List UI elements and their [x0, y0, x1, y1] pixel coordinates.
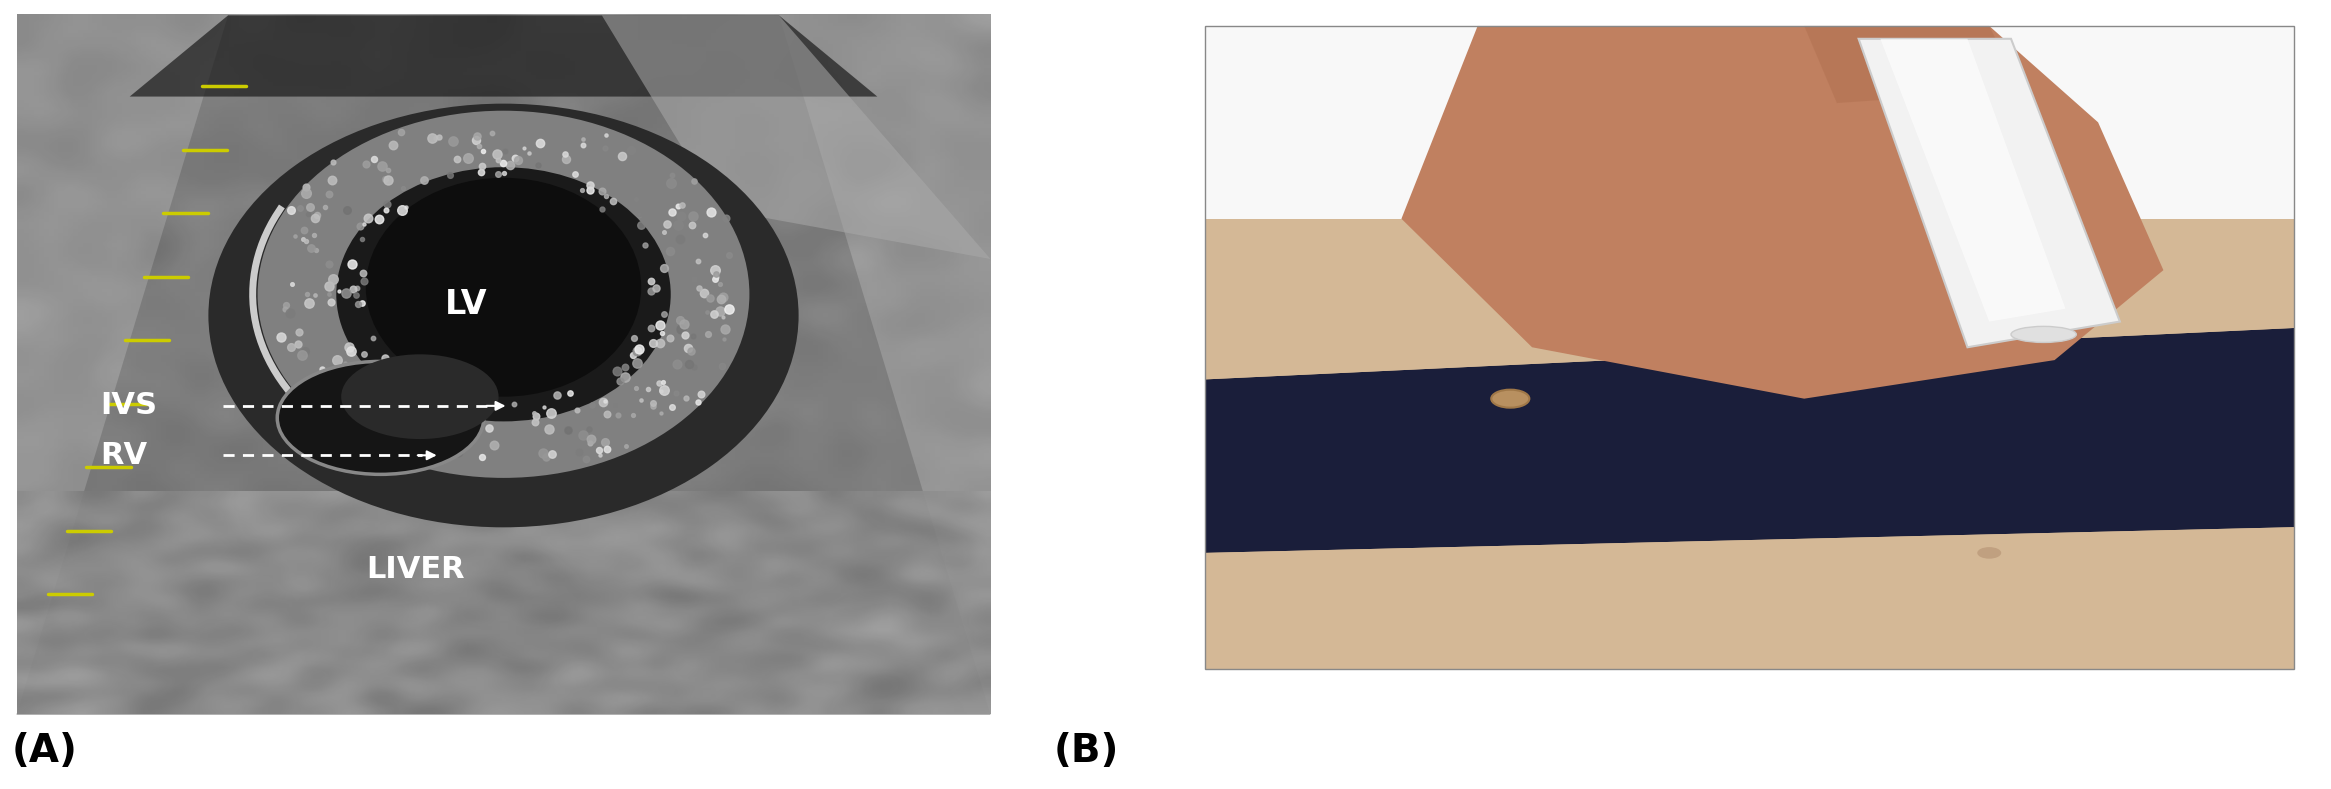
Polygon shape — [1804, 26, 2021, 103]
Ellipse shape — [256, 110, 751, 478]
Polygon shape — [601, 15, 991, 259]
Polygon shape — [16, 15, 991, 715]
Polygon shape — [1205, 251, 2294, 380]
Ellipse shape — [277, 361, 485, 474]
Polygon shape — [131, 15, 876, 96]
Ellipse shape — [366, 178, 641, 397]
Text: RV: RV — [100, 441, 147, 469]
Polygon shape — [1205, 527, 2294, 668]
Polygon shape — [1205, 251, 2294, 668]
Ellipse shape — [340, 354, 499, 439]
Text: (B): (B) — [1054, 732, 1119, 770]
Polygon shape — [1205, 26, 2294, 668]
Ellipse shape — [336, 167, 671, 421]
Polygon shape — [1205, 328, 2294, 553]
Polygon shape — [1205, 26, 2294, 219]
Text: LV: LV — [445, 289, 487, 321]
Ellipse shape — [1977, 547, 2002, 559]
Text: IVS: IVS — [100, 391, 156, 421]
Ellipse shape — [207, 103, 800, 527]
Text: LIVER: LIVER — [366, 555, 464, 584]
Ellipse shape — [1492, 390, 1529, 408]
Polygon shape — [1858, 39, 2119, 347]
Ellipse shape — [2012, 327, 2077, 342]
Text: (A): (A) — [12, 732, 77, 770]
Polygon shape — [1881, 39, 2065, 322]
Polygon shape — [1401, 26, 2163, 398]
